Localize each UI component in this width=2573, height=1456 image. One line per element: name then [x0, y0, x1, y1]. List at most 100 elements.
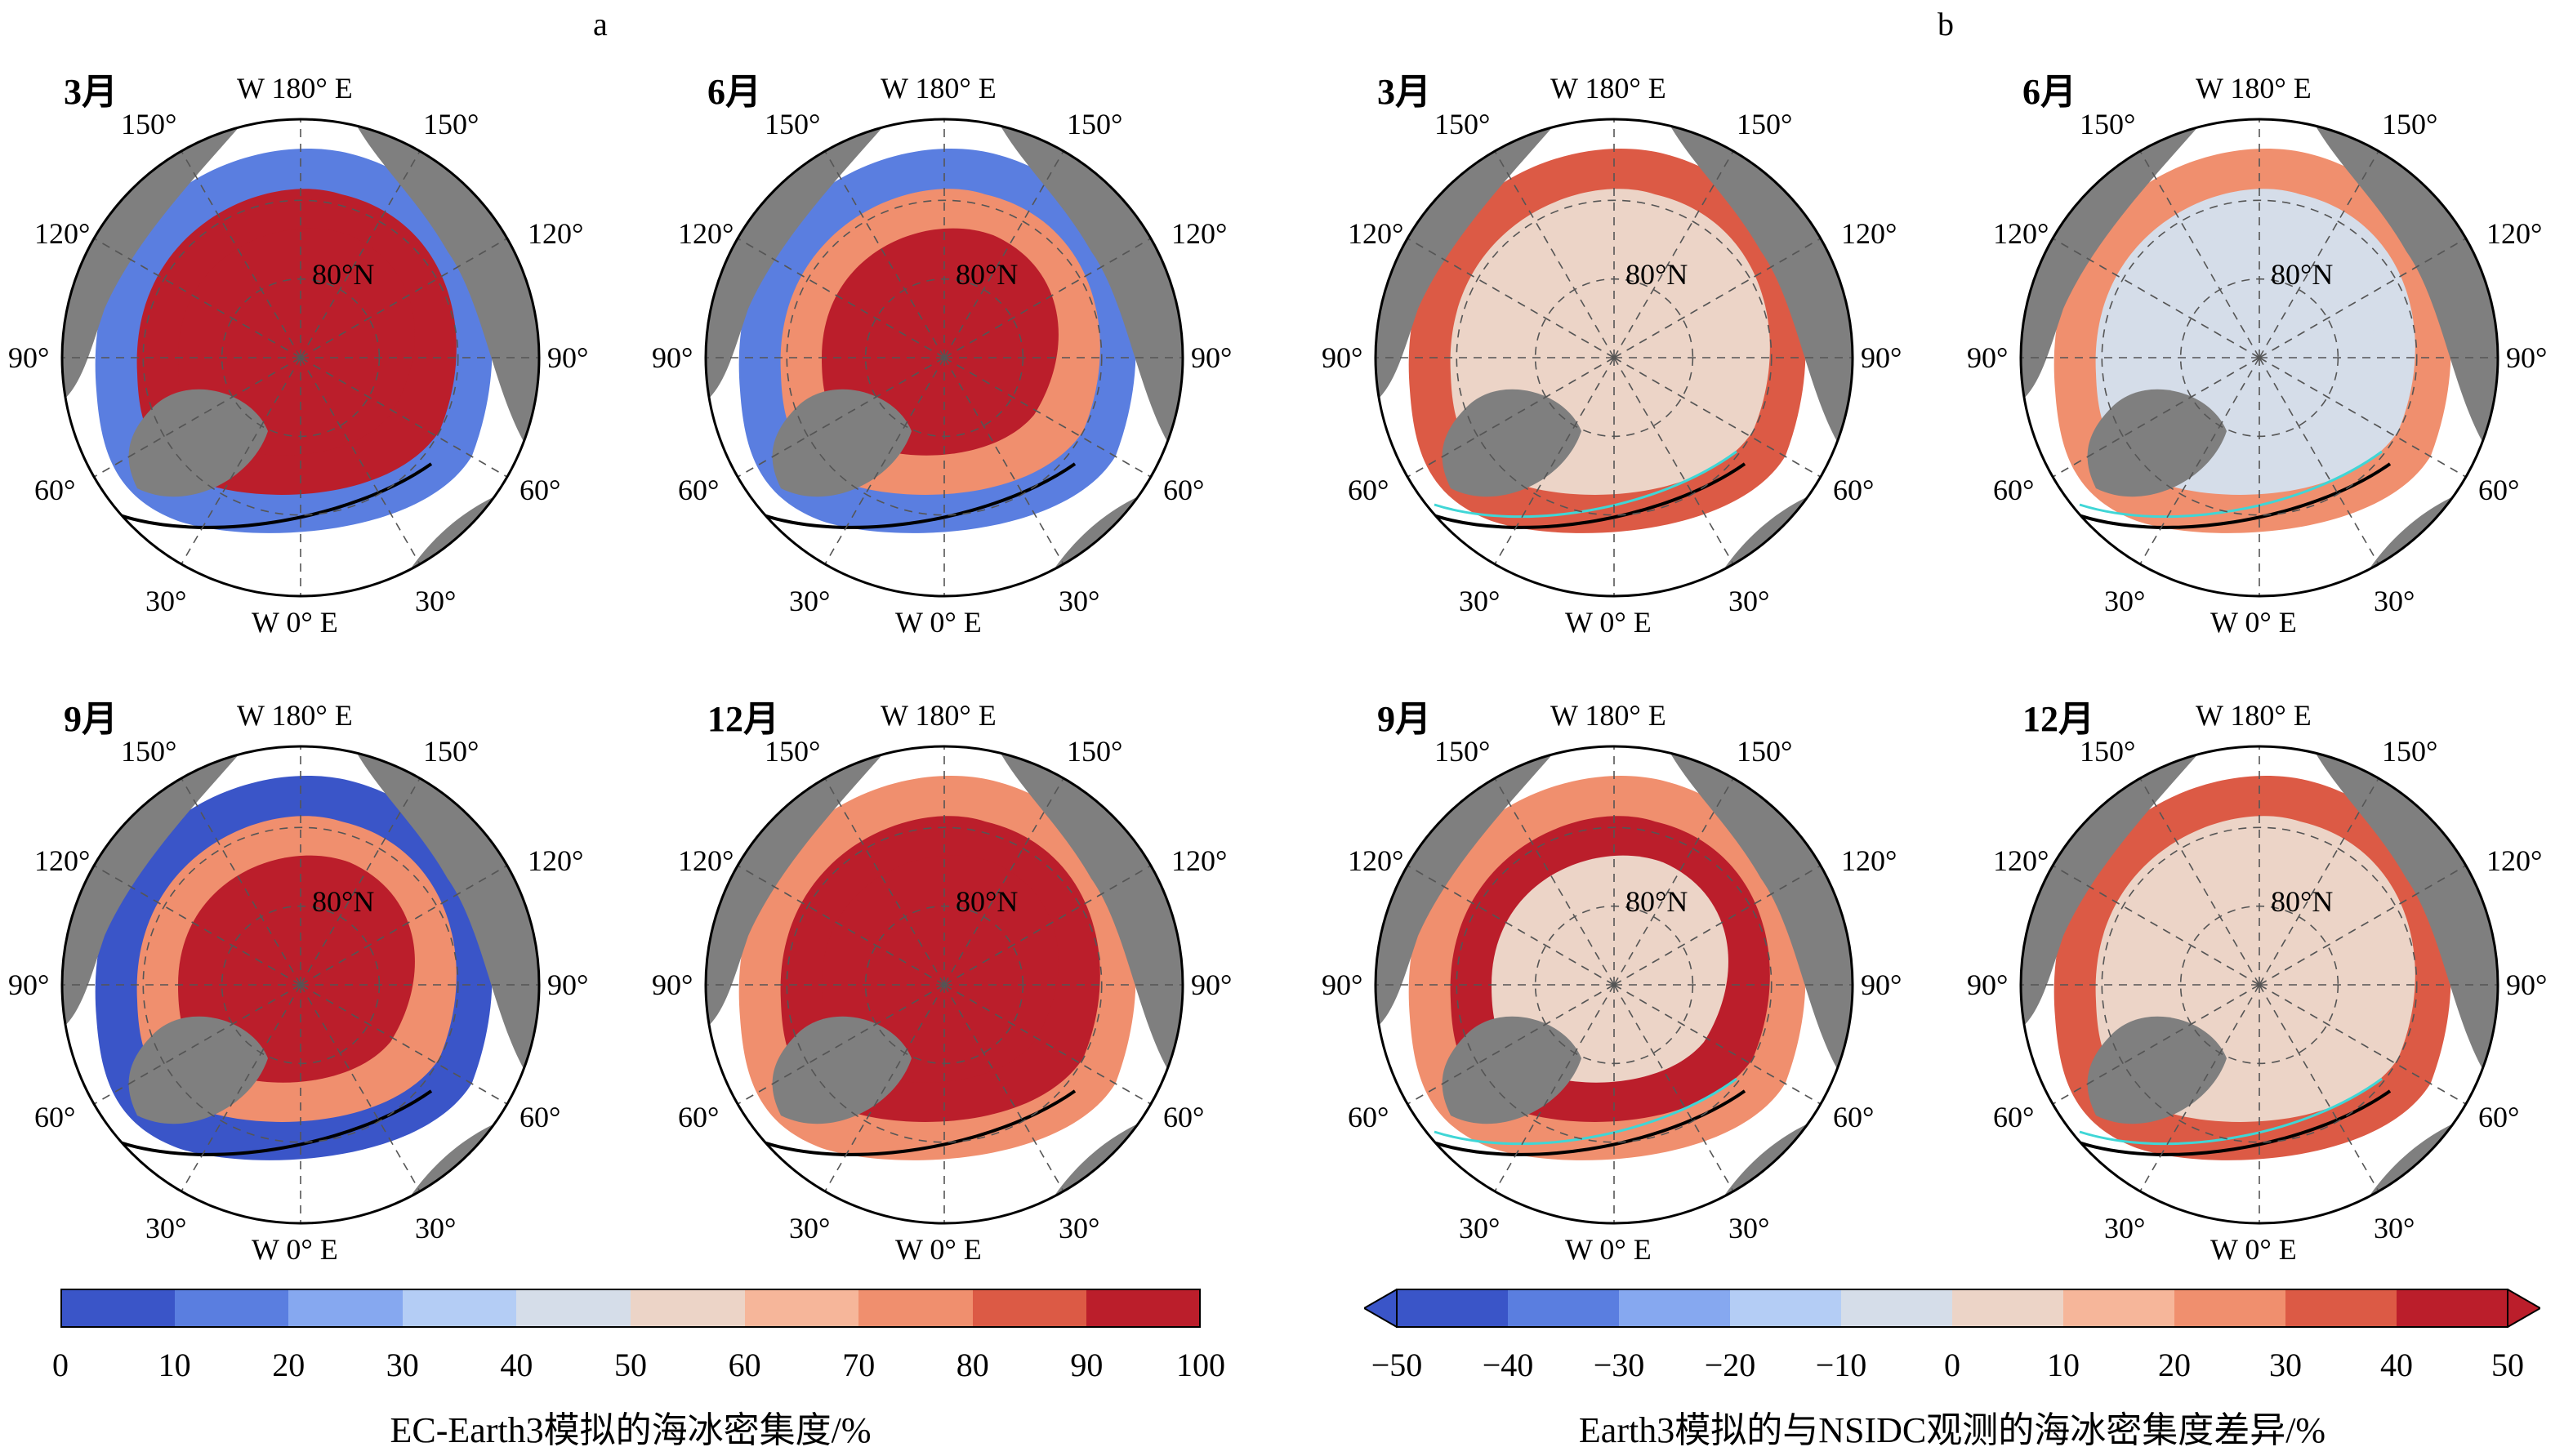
colorbar-arrows	[1364, 1289, 2540, 1328]
lon-label-90-left: 90°	[8, 341, 50, 374]
map-content	[62, 119, 539, 596]
land-greenland	[2087, 1016, 2227, 1124]
lon-label-90-right: 90°	[1861, 968, 1902, 1001]
colorbar-b	[1364, 1289, 2540, 1328]
lon-label-60-left: 60°	[34, 474, 76, 506]
lon-label-top: W 180° E	[2196, 72, 2312, 105]
colorbar-tick-label: 40	[2380, 1347, 2413, 1383]
lon-label-30-left: 30°	[1459, 585, 1501, 617]
lat-label: 80°N	[312, 885, 375, 918]
lon-label-top: W 180° E	[881, 699, 997, 732]
lon-label-150-right: 150°	[1737, 108, 1793, 140]
observed-ice-edge	[1425, 462, 1746, 529]
map-canvas	[1374, 118, 1854, 598]
land-greenland	[128, 389, 268, 497]
lat-label: 80°N	[312, 258, 375, 291]
observed-ice-edge	[756, 1089, 1077, 1156]
lon-label-120-left: 120°	[678, 217, 734, 250]
colorbar-segment	[174, 1289, 289, 1328]
colorbar-tick-label: 50	[2491, 1347, 2524, 1383]
graticule	[706, 119, 1183, 596]
lat-label: 80°N	[1625, 258, 1688, 291]
lon-label-90-right: 90°	[547, 968, 589, 1001]
graticule	[2021, 746, 2498, 1223]
lon-label-60-left: 60°	[1993, 1101, 2035, 1133]
colorbar-segment	[1952, 1289, 2064, 1328]
lon-label-60-right: 60°	[1163, 1101, 1205, 1133]
lon-label-150-right: 150°	[1067, 108, 1123, 140]
colorbar-tick-label: 20	[2158, 1347, 2191, 1383]
graticule	[2021, 119, 2498, 596]
colorbar-segment	[744, 1289, 859, 1328]
colorbar-segment	[2285, 1289, 2397, 1328]
lon-label-60-left: 60°	[1993, 474, 2035, 506]
lon-label-bottom: W 0° E	[252, 1233, 338, 1266]
colorbar-tick-label: 0	[1944, 1347, 1960, 1383]
lon-label-150-right: 150°	[1067, 735, 1123, 768]
observed-ice-edge	[2071, 1089, 2392, 1156]
graticule	[1376, 746, 1853, 1223]
map-content	[1376, 746, 1853, 1223]
lon-label-120-left: 120°	[1993, 844, 2049, 877]
lon-label-120-left: 120°	[34, 217, 91, 250]
colorbar-tick-label: 30	[386, 1347, 419, 1383]
lon-label-90-right: 90°	[1861, 341, 1902, 374]
colorbar-tick-label: 60	[728, 1347, 761, 1383]
colorbar-tick-label: 50	[614, 1347, 647, 1383]
map-boundary	[2019, 745, 2499, 1225]
lon-label-150-right: 150°	[2382, 108, 2438, 140]
map-boundary	[1374, 745, 1854, 1225]
colorbar-tick-label: −20	[1704, 1347, 1756, 1383]
lon-label-120-right: 120°	[1841, 217, 1897, 250]
map-content	[1376, 119, 1853, 596]
lon-label-bottom: W 0° E	[2210, 1233, 2297, 1266]
lat-label: 80°N	[2271, 885, 2334, 918]
map-canvas	[60, 118, 541, 598]
polar-map-a-2: 6月 W 180° E W 0° E 150° 150° 120° 120° 90° 90° 60…	[652, 59, 1340, 679]
lon-label-120-left: 120°	[1993, 217, 2049, 250]
lon-label-120-right: 120°	[1171, 844, 1228, 877]
colorbar-a-title: EC-Earth3模拟的海冰密集度/%	[390, 1410, 872, 1450]
colorbar-segment	[60, 1289, 176, 1328]
lon-label-60-right: 60°	[1833, 1101, 1875, 1133]
lon-label-120-left: 120°	[678, 844, 734, 877]
map-boundary	[2019, 118, 2499, 598]
colorbar-tick-label: −50	[1371, 1347, 1423, 1383]
lon-label-90-left: 90°	[1322, 341, 1363, 374]
month-title: 9月	[1377, 699, 1431, 739]
lon-label-30-right: 30°	[2374, 1212, 2415, 1245]
lon-label-bottom: W 0° E	[1565, 1233, 1652, 1266]
lon-label-60-left: 60°	[678, 474, 720, 506]
lon-label-150-right: 150°	[423, 108, 479, 140]
lon-label-120-right: 120°	[1841, 844, 1897, 877]
lon-label-120-left: 120°	[1348, 844, 1404, 877]
month-title: 12月	[707, 699, 779, 739]
map-content	[706, 119, 1183, 596]
panel-letter-a: a	[593, 6, 608, 42]
lon-label-30-right: 30°	[2374, 585, 2415, 617]
lon-label-top: W 180° E	[1550, 699, 1666, 732]
colorbar-tick-label: 100	[1176, 1347, 1225, 1383]
colorbar-tick-label: 80	[956, 1347, 989, 1383]
lon-label-60-right: 60°	[2478, 474, 2520, 506]
lon-label-150-right: 150°	[2382, 735, 2438, 768]
ice-field-center	[822, 228, 1059, 456]
ice-field-center	[822, 855, 1059, 1083]
polar-map-b-3: 9月 W 180° E W 0° E 150° 150° 120° 120° 90° 90° 60…	[1322, 686, 2009, 1307]
lon-label-60-left: 60°	[34, 1101, 76, 1133]
lon-label-90-left: 90°	[8, 968, 50, 1001]
polar-map-a-3: 9月 W 180° E W 0° E 150° 150° 120° 120° 90° 90° 60…	[8, 686, 696, 1307]
colorbar-tick-label: −30	[1593, 1347, 1645, 1383]
colorbar-tick-label: 30	[2269, 1347, 2302, 1383]
lon-label-150-left: 150°	[2080, 108, 2136, 140]
lon-label-30-left: 30°	[789, 585, 831, 617]
colorbar-segment	[516, 1289, 631, 1328]
colorbar-segment	[1508, 1289, 1620, 1328]
lon-label-150-left: 150°	[2080, 735, 2136, 768]
lon-label-90-left: 90°	[1322, 968, 1363, 1001]
ice-field-center	[178, 228, 415, 456]
lon-label-150-left: 150°	[121, 108, 177, 140]
observed-ice-edge	[2071, 462, 2392, 529]
panel-letter-b: b	[1938, 6, 1954, 42]
lon-label-60-left: 60°	[1348, 474, 1389, 506]
